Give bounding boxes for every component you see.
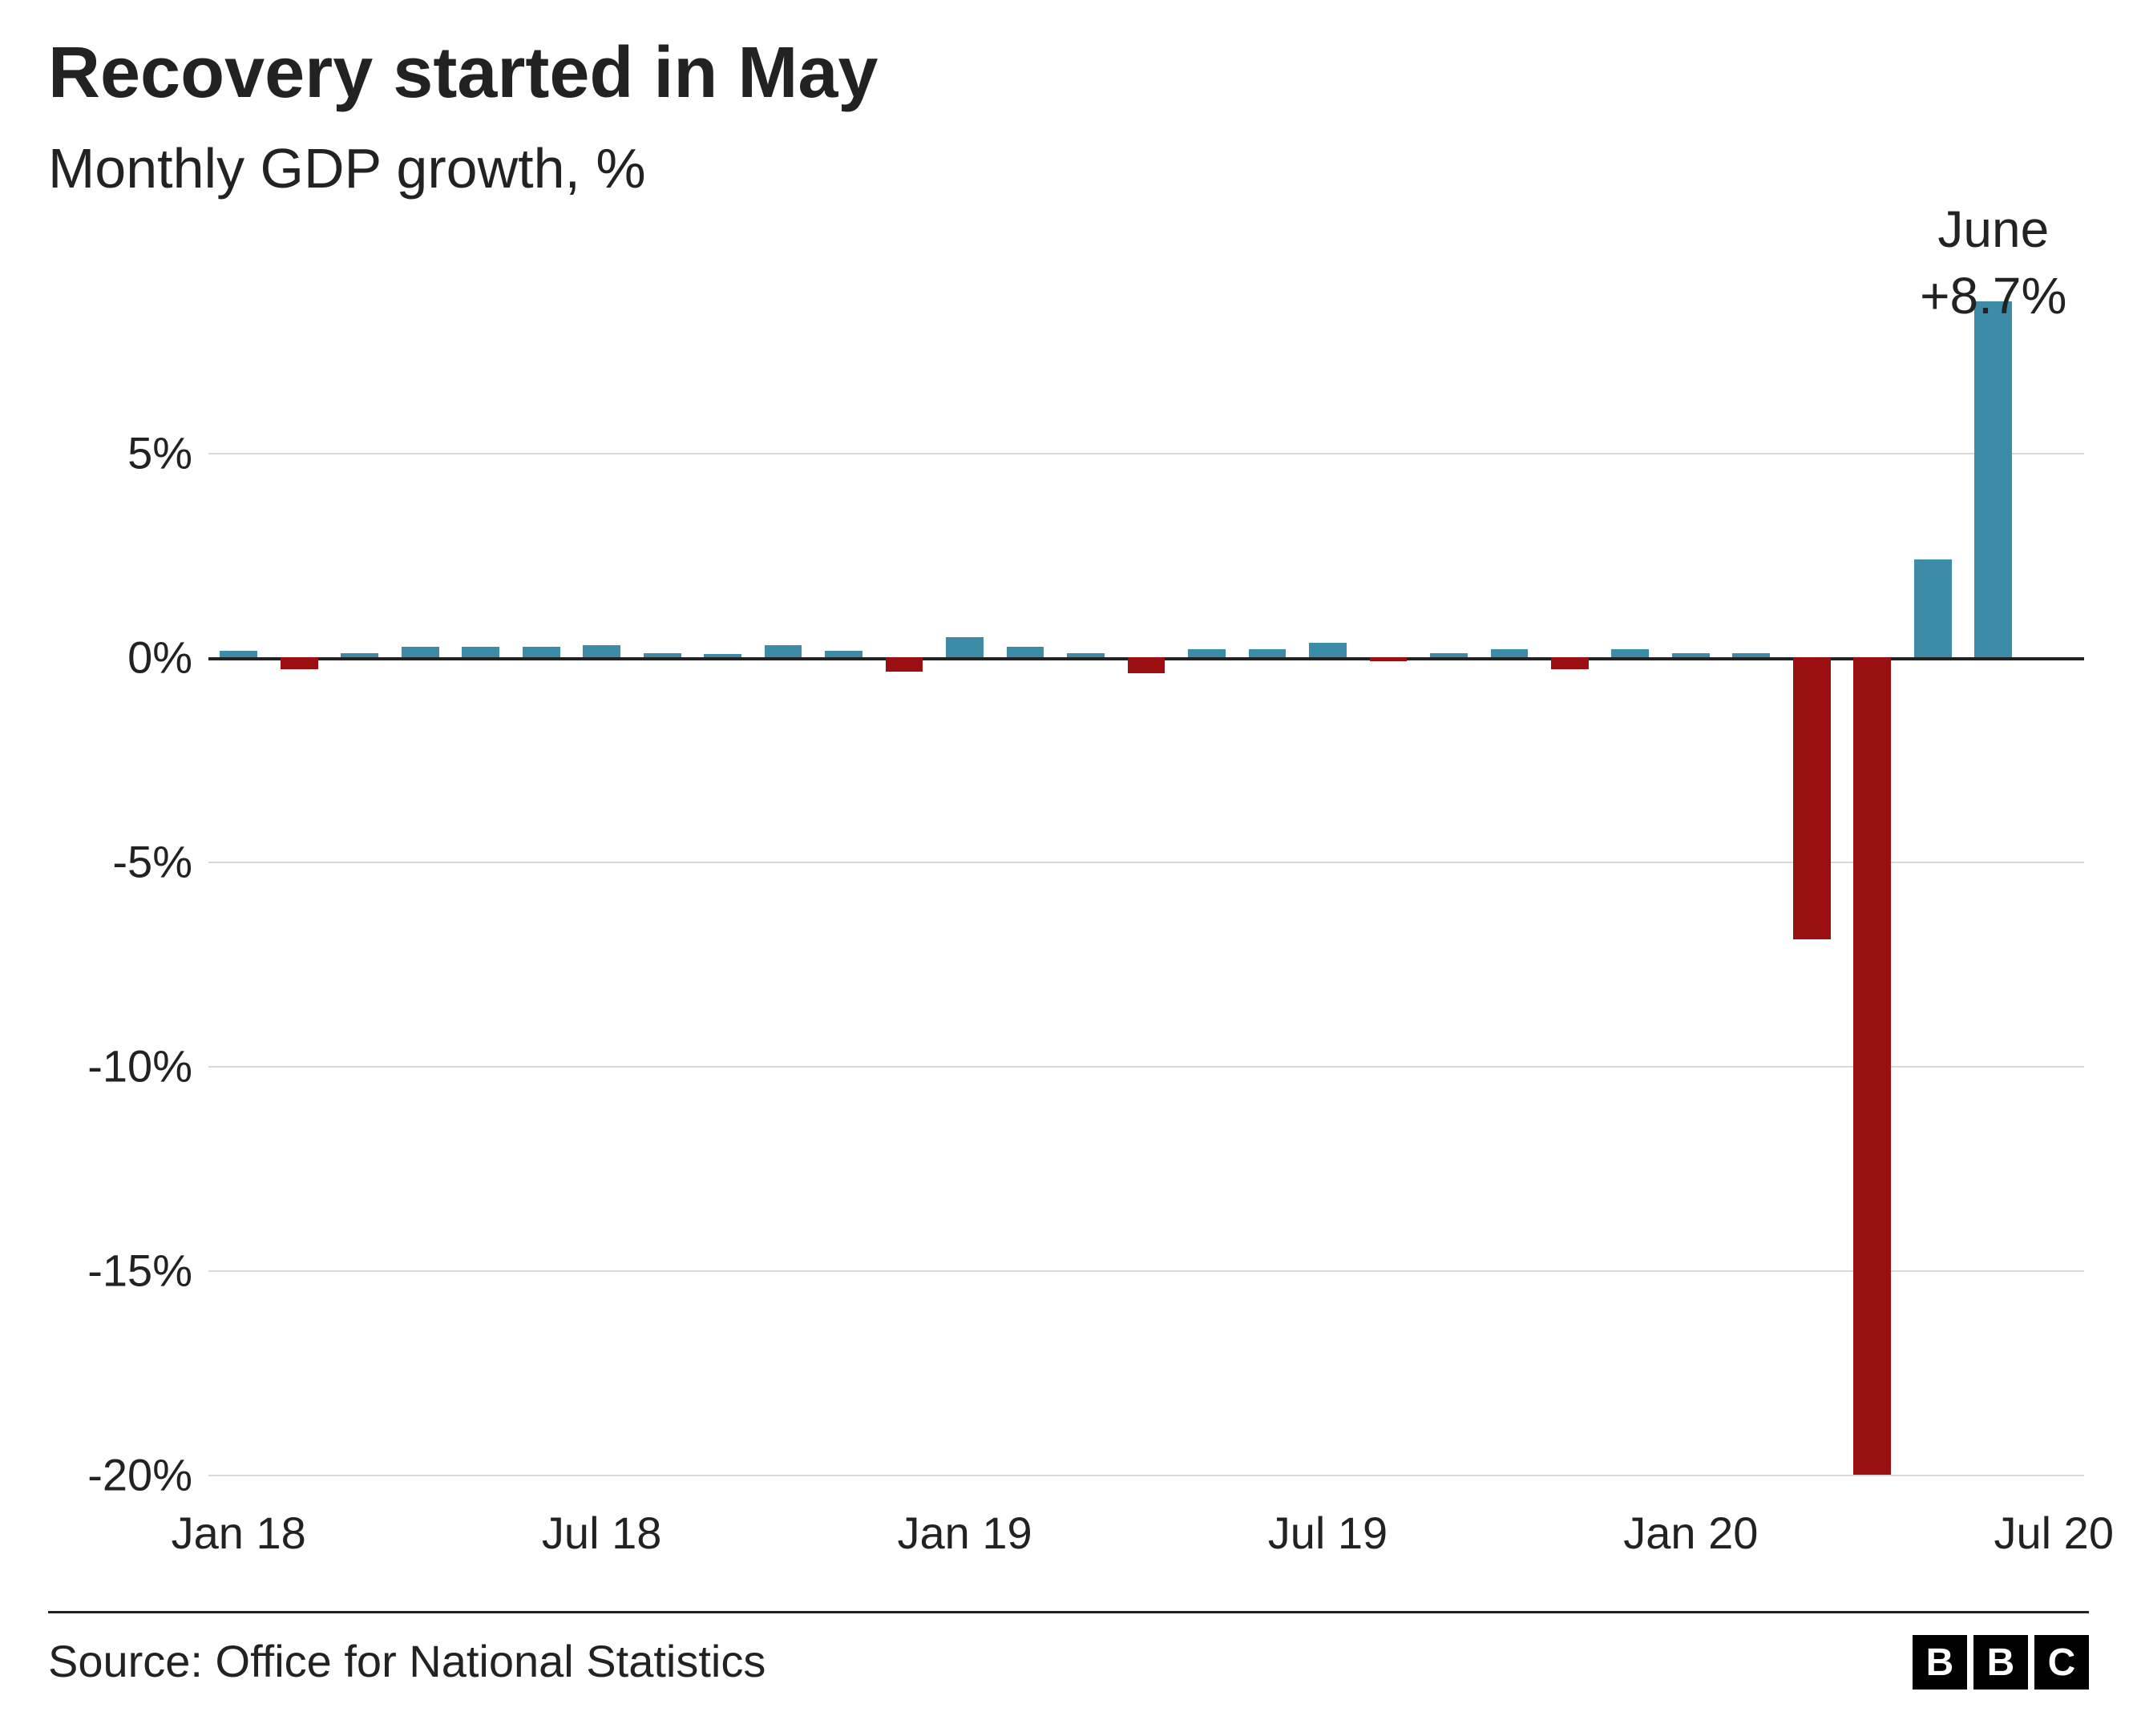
y-axis-label: 0% xyxy=(127,632,192,684)
bar xyxy=(1430,653,1468,657)
bar xyxy=(1793,657,1831,939)
x-axis-label: Jan 18 xyxy=(172,1507,306,1559)
bar xyxy=(946,637,984,658)
x-axis-label: Jan 20 xyxy=(1623,1507,1758,1559)
y-axis-label: -20% xyxy=(87,1449,192,1501)
bar xyxy=(1128,657,1165,673)
bbc-logo-letter: B xyxy=(1973,1635,2028,1690)
gridline xyxy=(208,1475,2084,1476)
y-axis-label: -15% xyxy=(87,1245,192,1297)
annotation-label: June+8.7% xyxy=(1920,196,2066,329)
plot-area: 5%0%-5%-10%-15%-20%Jan 18Jul 18Jan 19Jul… xyxy=(208,248,2084,1475)
source-text: Source: Office for National Statistics xyxy=(48,1635,766,1687)
bar xyxy=(1370,657,1408,661)
x-axis-label: Jan 19 xyxy=(897,1507,1032,1559)
x-axis-label: Jul 20 xyxy=(1994,1507,2114,1559)
bar xyxy=(281,657,318,669)
chart-subtitle: Monthly GDP growth, % xyxy=(48,136,646,200)
gridline xyxy=(208,1066,2084,1068)
bar xyxy=(1188,649,1226,657)
bbc-logo-letter: C xyxy=(2034,1635,2089,1690)
bar xyxy=(220,651,257,657)
gridline xyxy=(208,453,2084,454)
bar xyxy=(886,657,923,672)
bar xyxy=(1672,653,1710,657)
gridline xyxy=(208,1270,2084,1272)
y-axis-label: 5% xyxy=(127,427,192,479)
bar xyxy=(1249,649,1287,657)
bar xyxy=(402,647,439,657)
bar xyxy=(1611,649,1649,657)
bar xyxy=(523,647,560,657)
y-axis-label: -5% xyxy=(112,836,192,888)
footer-divider xyxy=(48,1611,2089,1613)
bar xyxy=(1974,301,2012,657)
bar xyxy=(1491,649,1529,657)
bar xyxy=(1067,653,1105,657)
x-axis-label: Jul 19 xyxy=(1268,1507,1388,1559)
bar xyxy=(462,647,499,657)
bbc-logo-letter: B xyxy=(1913,1635,1967,1690)
chart-container: Recovery started in May Monthly GDP grow… xyxy=(0,0,2137,1736)
bar xyxy=(644,653,681,657)
bar xyxy=(583,645,620,657)
bar xyxy=(1007,647,1044,657)
bbc-logo: BBC xyxy=(1913,1635,2089,1690)
y-axis-label: -10% xyxy=(87,1040,192,1092)
bar xyxy=(1732,653,1770,657)
bar xyxy=(1309,643,1347,657)
bar xyxy=(1853,657,1891,1475)
bar xyxy=(1551,657,1589,669)
bar xyxy=(1914,559,1952,657)
bar xyxy=(704,654,741,657)
bar xyxy=(341,653,378,657)
bar xyxy=(825,651,862,657)
chart-title: Recovery started in May xyxy=(48,32,878,115)
x-axis-label: Jul 18 xyxy=(542,1507,661,1559)
bar xyxy=(765,645,802,657)
